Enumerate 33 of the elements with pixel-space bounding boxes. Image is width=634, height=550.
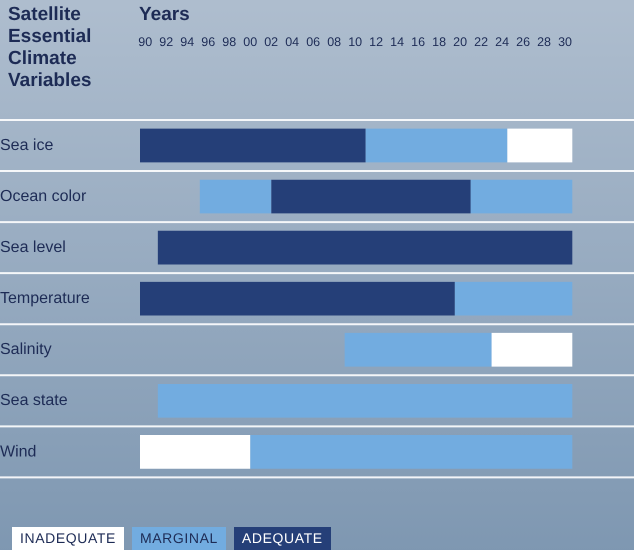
y-tick-label: Temperature bbox=[0, 290, 90, 308]
text: INADEQUATE bbox=[12, 527, 124, 550]
x-tick-label: 16 bbox=[411, 34, 426, 49]
y-axis-title: Satellite Essential Climate Variables bbox=[8, 4, 92, 92]
x-tick-label: 24 bbox=[495, 34, 510, 49]
x-axis-title: Years bbox=[139, 4, 190, 26]
x-tick-label: 90 bbox=[138, 34, 152, 49]
x-tick-label: 94 bbox=[180, 34, 194, 49]
x-tick-label: 92 bbox=[159, 34, 174, 49]
y-tick-label: Sea level bbox=[0, 239, 66, 256]
x-tick-label: 28 bbox=[537, 34, 552, 49]
x-tick-label: 06 bbox=[306, 34, 320, 49]
x-tick-label: 30 bbox=[558, 34, 572, 49]
x-tick-label: 96 bbox=[201, 34, 216, 49]
y-tick-label: Salinity bbox=[0, 341, 52, 358]
y-tick-label: Ocean color bbox=[0, 188, 87, 205]
x-tick-label: 14 bbox=[390, 34, 404, 49]
y-tick-label: Sea state bbox=[0, 392, 68, 410]
x-tick-label: 22 bbox=[474, 34, 488, 49]
x-tick-label: 00 bbox=[243, 34, 258, 49]
x-tick-label: 26 bbox=[516, 34, 530, 49]
x-tick-label: 02 bbox=[264, 34, 278, 49]
x-tick-label: 20 bbox=[453, 34, 468, 49]
text: MARGINAL bbox=[132, 527, 226, 550]
y-tick-label: Sea ice bbox=[0, 136, 54, 154]
text: ADEQUATE bbox=[234, 527, 331, 550]
x-tick-label: 08 bbox=[327, 34, 342, 49]
y-tick-label: Wind bbox=[0, 443, 36, 460]
x-tick-label: 18 bbox=[432, 34, 446, 49]
x-tick-label: 04 bbox=[285, 34, 300, 49]
x-tick-label: 98 bbox=[222, 34, 236, 49]
x-tick-label: 10 bbox=[348, 34, 362, 49]
x-tick-label: 12 bbox=[369, 34, 384, 49]
